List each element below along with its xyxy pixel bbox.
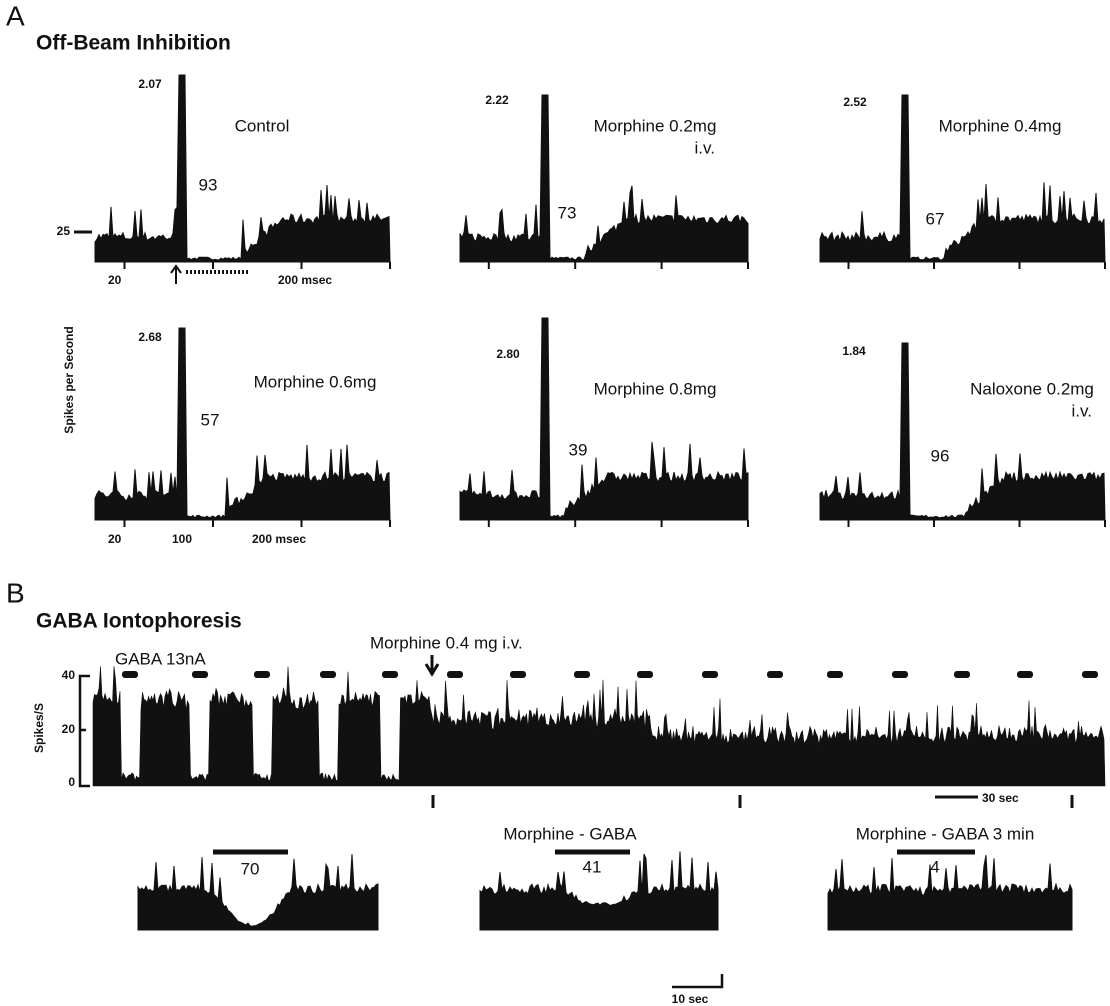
stim-arrow — [170, 264, 182, 284]
gaba-pulse — [637, 671, 653, 678]
inset-trace — [137, 854, 379, 931]
x-label: 20 — [108, 273, 122, 287]
peak-label: 2.68 — [138, 330, 162, 344]
x-label: 200 msec — [252, 532, 306, 546]
peak-label: 2.22 — [485, 93, 509, 107]
inset-label: Morphine - GABA 3 min — [856, 824, 1035, 843]
gaba-pulse — [192, 671, 208, 678]
peak-label: 2.80 — [496, 347, 520, 361]
rate-trace — [92, 666, 1106, 787]
x-label: 200 msec — [278, 273, 332, 287]
count-label: 70 — [241, 859, 260, 878]
count-label: 41 — [583, 857, 602, 876]
x-label: 20 — [108, 532, 122, 546]
count-label: 93 — [199, 175, 218, 194]
peak-label: 1.84 — [842, 344, 866, 358]
condition-label: Morphine 0.2mg — [594, 116, 717, 135]
y-tick-label: 25 — [57, 224, 71, 238]
count-label: 57 — [201, 410, 220, 429]
gaba-pulse — [510, 671, 526, 678]
scale-label: 10 sec — [672, 992, 709, 1006]
histogram — [459, 317, 749, 521]
gaba-pulse — [574, 671, 590, 678]
condition-label: Morphine 0.8mg — [594, 379, 717, 398]
scale-bar — [672, 974, 724, 989]
y-tick-label: 0 — [68, 775, 75, 789]
gaba-pulse — [954, 671, 970, 678]
peak-label: 2.07 — [138, 77, 162, 91]
histogram — [94, 74, 391, 263]
count-label: 67 — [926, 209, 945, 228]
panel-letter: B — [6, 577, 25, 608]
condition-sublabel: i.v. — [1072, 401, 1092, 420]
gaba-pulse — [382, 671, 398, 678]
histogram — [819, 94, 1106, 263]
gaba-pulse — [702, 671, 718, 678]
histogram — [459, 94, 749, 263]
gaba-pulse — [447, 671, 463, 678]
drug-label: Morphine 0.4 mg i.v. — [370, 633, 523, 652]
count-label: 96 — [931, 446, 950, 465]
inset-label: Morphine - GABA — [503, 824, 637, 843]
gaba-label: GABA 13nA — [115, 649, 206, 668]
panel-title: Off-Beam Inhibition — [36, 32, 231, 55]
count-label: 39 — [569, 440, 588, 459]
scale-label: 30 sec — [982, 791, 1019, 805]
histogram — [819, 342, 1106, 521]
gaba-pulse — [767, 671, 783, 678]
condition-label: Control — [235, 116, 290, 135]
count-label: 73 — [558, 203, 577, 222]
condition-label: Naloxone 0.2mg — [970, 379, 1094, 398]
panel-title: GABA Iontophoresis — [36, 610, 242, 633]
gaba-pulse — [122, 671, 138, 678]
gaba-pulse — [254, 671, 270, 678]
panel-letter: A — [6, 0, 25, 31]
y-axis — [78, 674, 90, 788]
histogram — [94, 327, 391, 521]
condition-label: Morphine 0.6mg — [254, 372, 377, 391]
y-tick-label: 40 — [62, 668, 76, 682]
condition-sublabel: i.v. — [695, 138, 715, 157]
gaba-pulse — [827, 671, 843, 678]
y-label: Spikes per Second — [62, 326, 76, 433]
inset-trace — [479, 851, 719, 931]
gaba-pulse — [1017, 671, 1033, 678]
drug-arrow — [424, 655, 440, 677]
gaba-pulse — [892, 671, 908, 678]
peak-label: 2.52 — [843, 95, 867, 109]
y-tick-label: 20 — [62, 722, 76, 736]
count-label: 4 — [930, 857, 939, 876]
y-label: Spikes/S — [32, 703, 46, 753]
x-label: 100 — [172, 532, 192, 546]
gaba-pulse — [1082, 671, 1098, 678]
condition-label: Morphine 0.4mg — [939, 116, 1062, 135]
inset-trace — [827, 855, 1073, 931]
gaba-pulse — [320, 671, 336, 678]
